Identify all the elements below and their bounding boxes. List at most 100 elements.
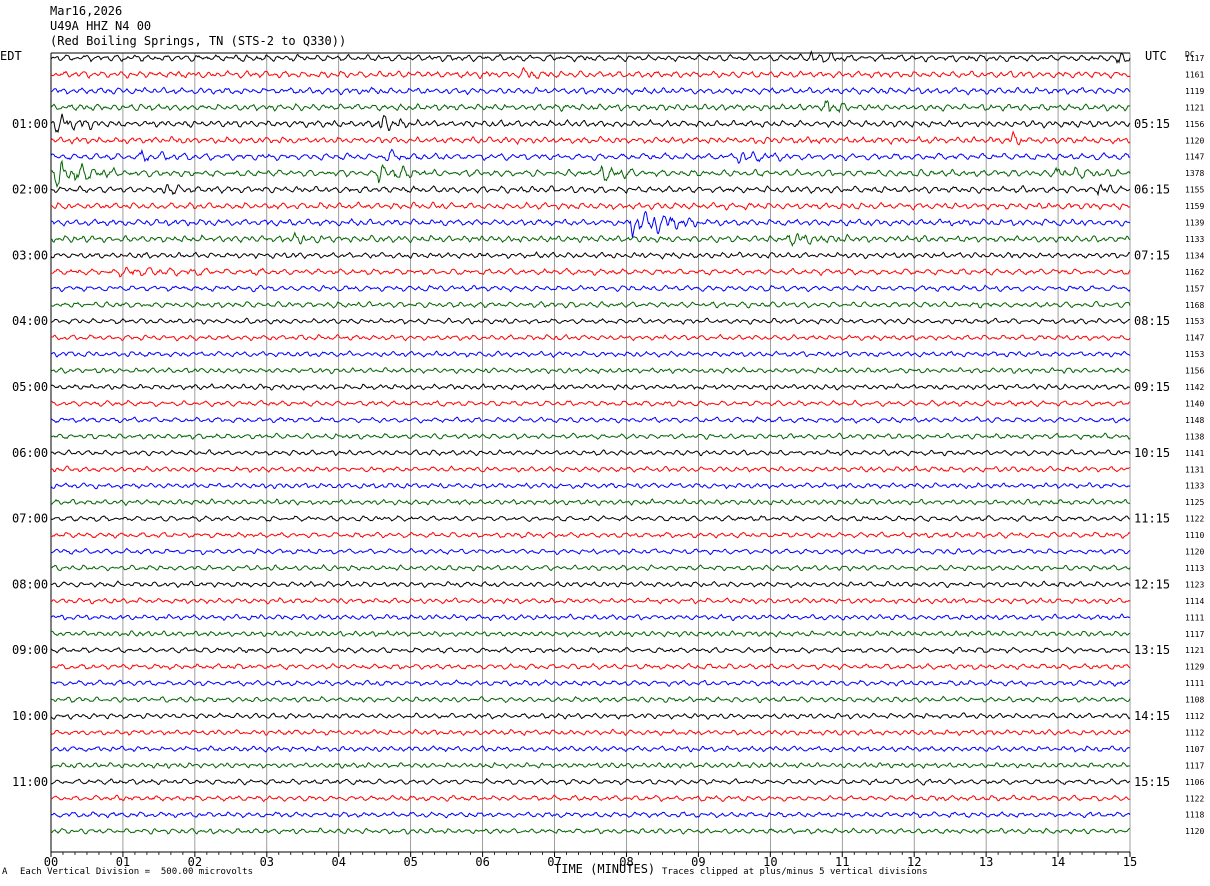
dc-value: 1113 bbox=[1185, 564, 1204, 573]
x-tick-label: 14 bbox=[1051, 855, 1065, 869]
right-time-label: 11:15 bbox=[1134, 512, 1170, 526]
dc-value: 1147 bbox=[1185, 153, 1204, 162]
seismic-trace-5 bbox=[50, 130, 1131, 146]
dc-value: 1129 bbox=[1185, 663, 1204, 672]
right-time-label: 14:15 bbox=[1134, 709, 1170, 723]
station-channel: U49A HHZ N4 00 bbox=[50, 19, 152, 33]
seismic-trace-16 bbox=[50, 317, 1131, 325]
seismic-trace-40 bbox=[50, 712, 1131, 720]
seismic-trace-18 bbox=[50, 350, 1131, 359]
right-axis-label: UTC bbox=[1145, 49, 1167, 63]
dc-value: 1119 bbox=[1185, 87, 1204, 96]
seismic-trace-24 bbox=[50, 449, 1131, 457]
right-time-label: 15:15 bbox=[1134, 775, 1170, 789]
seismic-trace-4 bbox=[50, 113, 1131, 134]
x-tick-label: 09 bbox=[691, 855, 705, 869]
right-time-label: 07:15 bbox=[1134, 248, 1170, 262]
seismic-trace-30 bbox=[50, 547, 1131, 556]
seismic-trace-17 bbox=[50, 333, 1131, 342]
seismic-trace-14 bbox=[50, 284, 1131, 293]
seismic-trace-1 bbox=[50, 66, 1131, 80]
x-tick-label: 12 bbox=[907, 855, 921, 869]
seismic-trace-38 bbox=[50, 679, 1131, 687]
dc-value: 1120 bbox=[1185, 827, 1204, 836]
left-time-label: 06:00 bbox=[12, 446, 48, 460]
dc-value: 1147 bbox=[1185, 334, 1204, 343]
dc-value: 1112 bbox=[1185, 728, 1204, 737]
seismic-trace-12 bbox=[50, 251, 1131, 260]
left-axis-label: EDT bbox=[0, 49, 22, 63]
seismic-trace-19 bbox=[50, 366, 1130, 375]
x-tick-label: 13 bbox=[979, 855, 993, 869]
seismic-trace-47 bbox=[50, 827, 1131, 835]
x-tick-label: 06 bbox=[475, 855, 489, 869]
dc-value: 1112 bbox=[1185, 712, 1204, 721]
dc-value: 1117 bbox=[1185, 761, 1204, 770]
dc-value: 1162 bbox=[1185, 268, 1204, 277]
dc-value: 1142 bbox=[1185, 383, 1204, 392]
seismic-trace-11 bbox=[50, 231, 1131, 248]
seismic-trace-39 bbox=[50, 695, 1131, 704]
x-tick-label: 07 bbox=[547, 855, 561, 869]
dc-value: 1114 bbox=[1185, 597, 1204, 606]
left-time-label: 09:00 bbox=[12, 643, 48, 657]
seismic-traces bbox=[50, 50, 1131, 835]
right-time-label: 08:15 bbox=[1134, 314, 1170, 328]
seismic-trace-21 bbox=[50, 399, 1131, 408]
seismic-trace-8 bbox=[50, 183, 1131, 197]
seismic-trace-15 bbox=[50, 300, 1131, 309]
x-axis-title: TIME (MINUTES) bbox=[554, 862, 656, 876]
dc-value: 1139 bbox=[1185, 219, 1204, 228]
dc-value: 1122 bbox=[1185, 794, 1204, 803]
left-time-label: 11:00 bbox=[12, 775, 48, 789]
seismic-trace-46 bbox=[50, 811, 1131, 819]
seismic-trace-35 bbox=[50, 630, 1131, 638]
seismic-trace-44 bbox=[50, 777, 1131, 786]
seismic-trace-37 bbox=[50, 663, 1131, 671]
x-tick-label: 04 bbox=[332, 855, 346, 869]
seismic-trace-33 bbox=[50, 597, 1131, 605]
seismic-trace-27 bbox=[50, 498, 1131, 507]
dc-value: 1110 bbox=[1185, 531, 1204, 540]
seismic-trace-6 bbox=[50, 148, 1131, 164]
seismic-trace-29 bbox=[50, 531, 1131, 539]
x-tick-label: 15 bbox=[1123, 855, 1137, 869]
seismic-trace-34 bbox=[50, 613, 1131, 622]
seismic-trace-13 bbox=[50, 266, 1131, 278]
clip-note: Traces clipped at plus/minus 5 vertical … bbox=[662, 867, 928, 877]
right-time-label: 12:15 bbox=[1134, 577, 1170, 591]
dc-value: 1117 bbox=[1185, 54, 1204, 63]
dc-value: 1125 bbox=[1185, 498, 1204, 507]
x-tick-label: 00 bbox=[44, 855, 58, 869]
seismic-trace-22 bbox=[50, 416, 1131, 424]
dc-value: 1131 bbox=[1185, 465, 1204, 474]
dc-value: 1156 bbox=[1185, 120, 1204, 129]
dc-value: 1118 bbox=[1185, 811, 1204, 820]
dc-value: 1111 bbox=[1185, 613, 1204, 622]
seismic-trace-9 bbox=[50, 201, 1131, 211]
seismic-trace-20 bbox=[50, 383, 1131, 391]
seismic-trace-28 bbox=[50, 515, 1131, 523]
dc-value: 1107 bbox=[1185, 745, 1204, 754]
dc-value: 1153 bbox=[1185, 317, 1204, 326]
right-time-label: 13:15 bbox=[1134, 643, 1170, 657]
x-tick-label: 05 bbox=[403, 855, 417, 869]
seismic-trace-45 bbox=[50, 794, 1131, 803]
dc-value: 1140 bbox=[1185, 399, 1204, 408]
left-time-label: 02:00 bbox=[12, 183, 48, 197]
seismic-trace-42 bbox=[50, 745, 1130, 753]
vertical-scale-note: Each Vertical Division = 500.00 microvol… bbox=[20, 867, 253, 877]
seismic-trace-25 bbox=[50, 465, 1131, 473]
dc-value: 1156 bbox=[1185, 367, 1204, 376]
x-tick-label: 02 bbox=[188, 855, 202, 869]
dc-value: 1120 bbox=[1185, 136, 1204, 145]
dc-value: 1141 bbox=[1185, 449, 1204, 458]
seismic-trace-23 bbox=[50, 432, 1131, 441]
seismic-trace-26 bbox=[50, 482, 1131, 490]
x-tick-label: 01 bbox=[116, 855, 130, 869]
dc-value: 1122 bbox=[1185, 515, 1204, 524]
seismic-trace-36 bbox=[50, 646, 1131, 655]
dc-value: 1111 bbox=[1185, 679, 1204, 688]
